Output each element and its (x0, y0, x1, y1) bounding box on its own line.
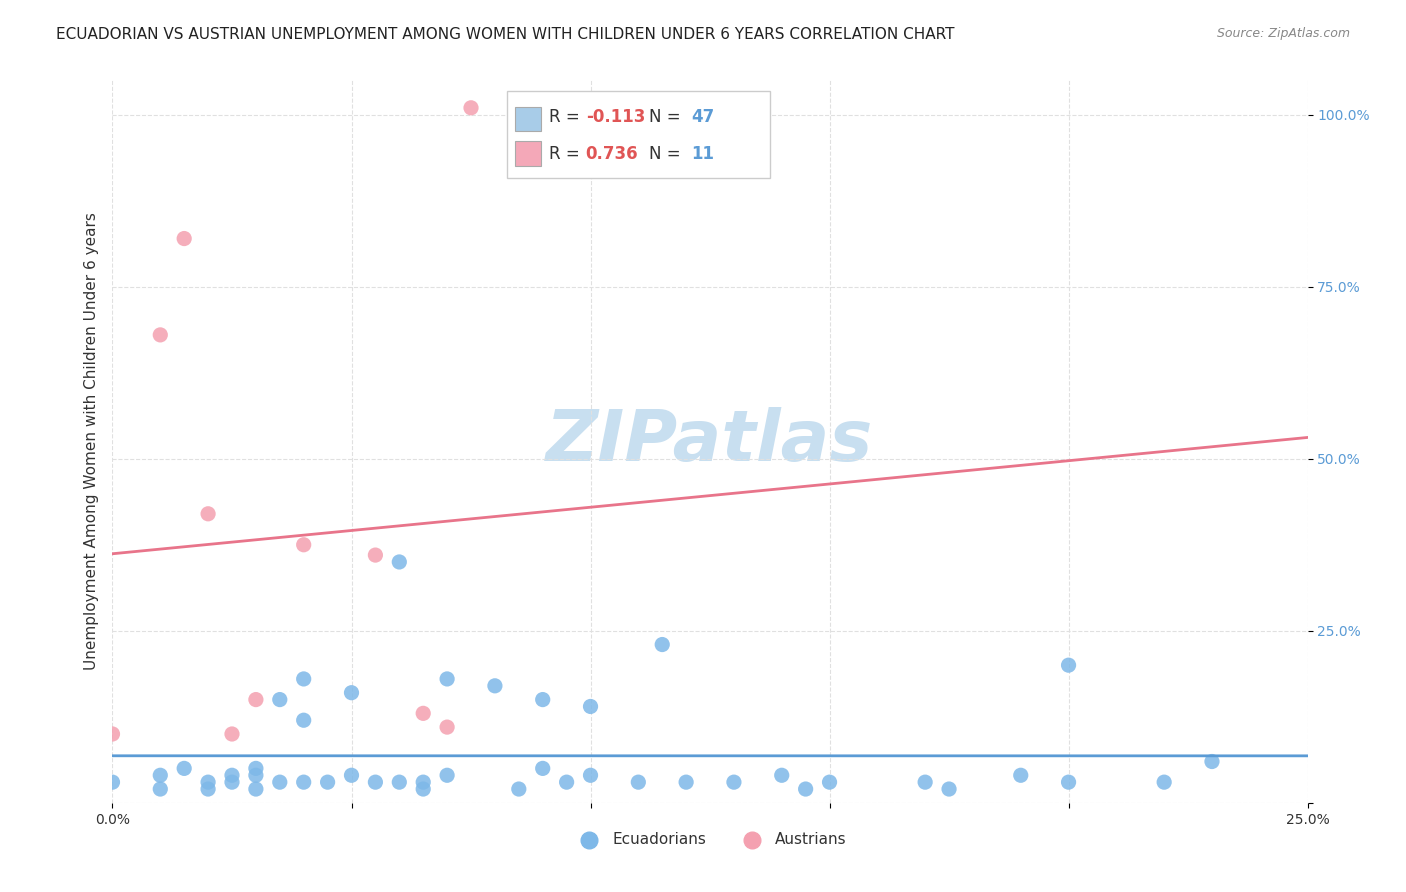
Text: ECUADORIAN VS AUSTRIAN UNEMPLOYMENT AMONG WOMEN WITH CHILDREN UNDER 6 YEARS CORR: ECUADORIAN VS AUSTRIAN UNEMPLOYMENT AMON… (56, 27, 955, 42)
Point (508, 782, 530, 797)
Point (340, 686, 363, 700)
Point (221, 727, 243, 741)
Point (555, 775, 578, 789)
Point (197, 507, 219, 521)
Point (245, 768, 267, 782)
Point (173, 231, 195, 245)
Point (412, 775, 434, 789)
Text: N =: N = (648, 108, 686, 126)
Point (1057, 775, 1080, 789)
Point (436, 768, 458, 782)
Point (101, 775, 124, 789)
Point (221, 768, 243, 782)
Text: R =: R = (548, 145, 585, 162)
Point (460, 101, 482, 115)
Point (149, 768, 172, 782)
Point (818, 775, 841, 789)
Point (245, 761, 267, 775)
Point (316, 775, 339, 789)
Point (364, 775, 387, 789)
Point (197, 782, 219, 797)
Point (412, 706, 434, 721)
Point (101, 727, 124, 741)
Point (292, 775, 315, 789)
Point (938, 782, 960, 797)
Text: -0.113: -0.113 (586, 108, 645, 126)
Text: N =: N = (648, 145, 686, 162)
Point (340, 768, 363, 782)
Text: 11: 11 (690, 145, 714, 162)
Point (221, 775, 243, 789)
Point (412, 782, 434, 797)
Point (723, 775, 745, 789)
Point (436, 720, 458, 734)
Text: 0.736: 0.736 (586, 145, 638, 162)
Point (1201, 755, 1223, 769)
Point (1057, 658, 1080, 673)
Point (292, 672, 315, 686)
Point (579, 699, 602, 714)
Point (173, 761, 195, 775)
Point (436, 672, 458, 686)
Point (245, 692, 267, 706)
Point (770, 768, 793, 782)
Point (149, 782, 172, 797)
Point (388, 555, 411, 569)
Point (794, 782, 817, 797)
Point (675, 775, 697, 789)
Point (364, 548, 387, 562)
Point (149, 327, 172, 342)
Text: ZIPatlas: ZIPatlas (547, 407, 873, 476)
Point (292, 713, 315, 727)
Point (292, 538, 315, 552)
Point (197, 775, 219, 789)
Point (579, 768, 602, 782)
Point (269, 692, 291, 706)
Text: Source: ZipAtlas.com: Source: ZipAtlas.com (1216, 27, 1350, 40)
Point (914, 775, 936, 789)
Point (388, 775, 411, 789)
Y-axis label: Unemployment Among Women with Children Under 6 years: Unemployment Among Women with Children U… (83, 212, 98, 671)
Point (627, 775, 650, 789)
Legend: Ecuadorians, Austrians: Ecuadorians, Austrians (568, 826, 852, 853)
Point (531, 692, 554, 706)
Point (245, 782, 267, 797)
Point (651, 638, 673, 652)
Text: 47: 47 (690, 108, 714, 126)
Point (484, 679, 506, 693)
Point (531, 761, 554, 775)
Point (1153, 775, 1175, 789)
Point (1010, 768, 1032, 782)
Point (269, 775, 291, 789)
Text: R =: R = (548, 108, 585, 126)
